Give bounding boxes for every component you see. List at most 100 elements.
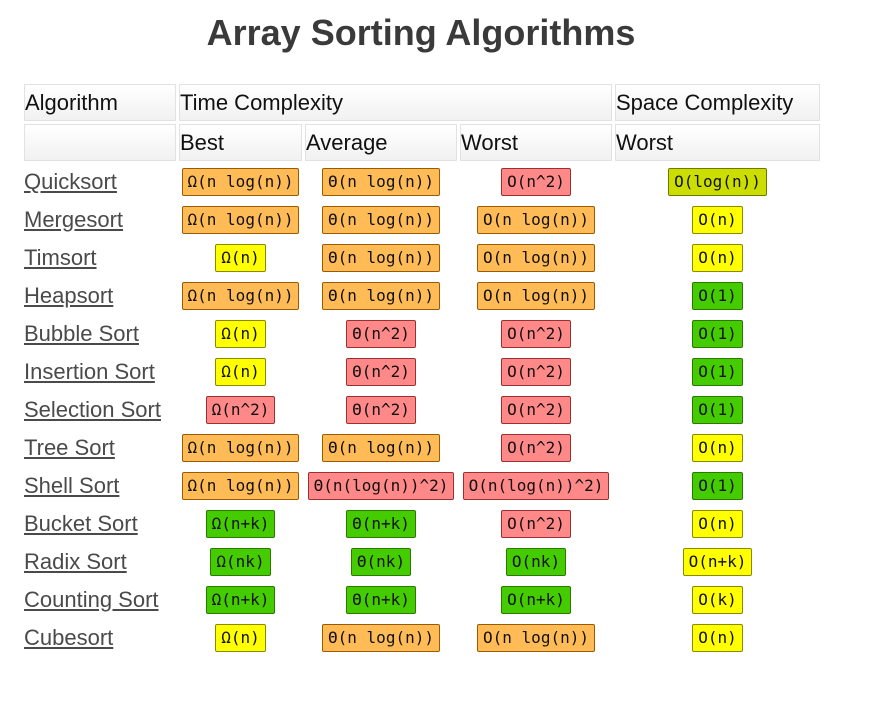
best-complexity-badge: Ω(n+k) [205, 509, 276, 538]
space-worst-complexity-badge: O(1) [692, 471, 743, 500]
algorithm-cell: Cubesort [24, 620, 176, 655]
algorithm-link[interactable]: Bucket Sort [24, 510, 138, 536]
space-worst-cell: O(n) [615, 620, 820, 655]
best-cell: Ω(nk) [179, 544, 302, 579]
header-empty [24, 124, 176, 161]
worst-complexity-badge: O(n^2) [501, 319, 571, 348]
algorithm-link[interactable]: Selection Sort [24, 396, 161, 422]
average-cell: Θ(n^2) [305, 392, 457, 427]
average-cell: Θ(n(log(n))^2) [305, 468, 457, 503]
best-complexity-badge: Ω(n) [215, 357, 266, 386]
algorithm-cell: Radix Sort [24, 544, 176, 579]
average-complexity-badge: Θ(n^2) [346, 395, 416, 424]
worst-complexity-badge: O(n^2) [501, 509, 571, 538]
space-worst-cell: O(log(n)) [615, 164, 820, 199]
header-space-complexity: Space Complexity [615, 84, 820, 121]
algorithm-cell: Shell Sort [24, 468, 176, 503]
average-complexity-badge: Θ(n^2) [346, 357, 416, 386]
page-title: Array Sorting Algorithms [206, 12, 636, 53]
algorithm-cell: Tree Sort [24, 430, 176, 465]
worst-cell: O(n^2) [460, 164, 612, 199]
header-row-top: Algorithm Time Complexity Space Complexi… [24, 84, 820, 121]
best-complexity-badge: Ω(n) [215, 623, 266, 652]
worst-complexity-badge: O(n^2) [501, 357, 571, 386]
space-worst-cell: O(1) [615, 468, 820, 503]
space-worst-cell: O(n) [615, 430, 820, 465]
best-complexity-badge: Ω(n+k) [205, 585, 276, 614]
average-cell: Θ(n log(n)) [305, 240, 457, 275]
average-complexity-badge: Θ(n log(n)) [322, 281, 440, 310]
worst-complexity-badge: O(n^2) [501, 395, 571, 424]
algorithm-cell: Mergesort [24, 202, 176, 237]
table-row: Heapsort Ω(n log(n)) Θ(n log(n)) O(n log(n)… [24, 278, 820, 313]
algorithm-link[interactable]: Radix Sort [24, 548, 127, 574]
average-complexity-badge: Θ(n log(n)) [322, 623, 440, 652]
average-cell: Θ(n log(n)) [305, 430, 457, 465]
best-complexity-badge: Ω(nk) [210, 547, 271, 576]
average-complexity-badge: Θ(n log(n)) [322, 433, 440, 462]
average-complexity-badge: Θ(n log(n)) [322, 167, 440, 196]
algorithm-cell: Counting Sort [24, 582, 176, 617]
average-cell: Θ(n^2) [305, 354, 457, 389]
average-complexity-badge: Θ(n+k) [346, 509, 416, 538]
average-cell: Θ(n log(n)) [305, 278, 457, 313]
best-complexity-badge: Ω(n log(n)) [181, 281, 300, 310]
worst-cell: O(n log(n)) [460, 202, 612, 237]
worst-complexity-badge: O(n^2) [501, 433, 571, 462]
space-worst-cell: O(n) [615, 202, 820, 237]
average-complexity-badge: Θ(n^2) [346, 319, 416, 348]
algorithm-link[interactable]: Heapsort [24, 282, 114, 308]
algorithm-link[interactable]: Cubesort [24, 624, 114, 650]
best-cell: Ω(n log(n)) [179, 468, 302, 503]
space-worst-complexity-badge: O(1) [692, 319, 743, 348]
space-worst-complexity-badge: O(n) [692, 509, 743, 538]
space-worst-complexity-badge: O(1) [692, 281, 743, 310]
space-worst-complexity-badge: O(1) [692, 357, 743, 386]
algorithm-link[interactable]: Timsort [24, 244, 97, 270]
worst-complexity-badge: O(n log(n)) [477, 243, 595, 272]
table-row: Selection Sort Ω(n^2) Θ(n^2) O(n^2) O(1) [24, 392, 820, 427]
header-space-worst: Worst [615, 124, 820, 161]
header-algorithm: Algorithm [24, 84, 176, 121]
best-complexity-badge: Ω(n^2) [205, 395, 276, 424]
algorithm-link[interactable]: Shell Sort [24, 472, 120, 498]
space-worst-cell: O(1) [615, 316, 820, 351]
table-row: Insertion Sort Ω(n) Θ(n^2) O(n^2) O(1) [24, 354, 820, 389]
algorithm-link[interactable]: Mergesort [24, 206, 124, 232]
average-cell: Θ(n+k) [305, 582, 457, 617]
algorithm-link[interactable]: Quicksort [24, 168, 117, 194]
space-worst-cell: O(1) [615, 278, 820, 313]
best-complexity-badge: Ω(n log(n)) [181, 471, 300, 500]
worst-complexity-badge: O(n log(n)) [477, 205, 595, 234]
average-cell: Θ(nk) [305, 544, 457, 579]
space-worst-complexity-badge: O(1) [692, 395, 743, 424]
worst-complexity-badge: O(n^2) [501, 167, 571, 196]
best-cell: Ω(n) [179, 240, 302, 275]
best-complexity-badge: Ω(n log(n)) [181, 433, 300, 462]
algorithm-link[interactable]: Bubble Sort [24, 320, 139, 346]
table-body: Quicksort Ω(n log(n)) Θ(n log(n)) O(n^2) O(l… [24, 164, 820, 655]
algorithm-cell: Bucket Sort [24, 506, 176, 541]
best-cell: Ω(n) [179, 316, 302, 351]
algorithm-link[interactable]: Tree Sort [24, 434, 115, 460]
worst-complexity-badge: O(n log(n)) [477, 623, 595, 652]
space-worst-complexity-badge: O(n+k) [682, 547, 753, 576]
algorithm-link[interactable]: Insertion Sort [24, 358, 155, 384]
best-complexity-badge: Ω(n) [215, 319, 266, 348]
table-row: Quicksort Ω(n log(n)) Θ(n log(n)) O(n^2) O(l… [24, 164, 820, 199]
space-worst-cell: O(1) [615, 354, 820, 389]
best-cell: Ω(n+k) [179, 582, 302, 617]
best-cell: Ω(n) [179, 620, 302, 655]
algorithm-link[interactable]: Counting Sort [24, 586, 159, 612]
algorithm-cell: Selection Sort [24, 392, 176, 427]
space-worst-cell: O(k) [615, 582, 820, 617]
header-best: Best [179, 124, 302, 161]
header-worst: Worst [460, 124, 612, 161]
average-cell: Θ(n+k) [305, 506, 457, 541]
space-worst-complexity-badge: O(n) [692, 205, 743, 234]
algorithm-cell: Insertion Sort [24, 354, 176, 389]
average-complexity-badge: Θ(nk) [350, 547, 412, 576]
worst-complexity-badge: O(nk) [505, 547, 567, 576]
worst-cell: O(n log(n)) [460, 278, 612, 313]
worst-cell: O(n^2) [460, 316, 612, 351]
